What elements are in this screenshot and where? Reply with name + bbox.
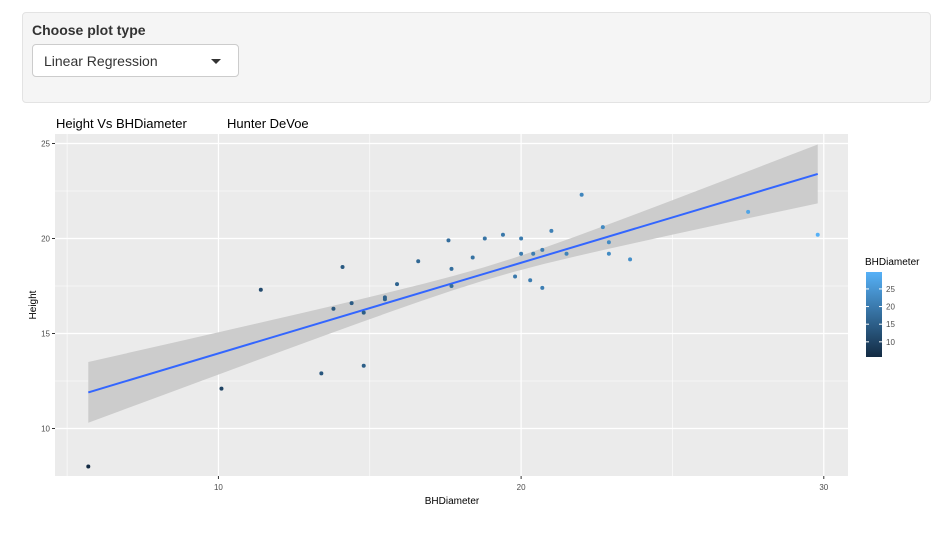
x-axis: 10 20 30	[214, 476, 829, 492]
data-point	[340, 265, 345, 269]
data-point	[395, 282, 400, 287]
data-point	[540, 247, 545, 252]
legend-colorbar	[866, 272, 882, 357]
data-point	[815, 232, 820, 237]
data-point	[513, 274, 518, 279]
y-tick-label: 20	[41, 235, 50, 244]
x-tick-label: 10	[214, 483, 223, 492]
y-tick-label: 25	[41, 140, 50, 149]
x-axis-label: BHDiameter	[425, 496, 480, 507]
data-point	[600, 225, 605, 230]
control-panel: Choose plot type Linear Regression	[22, 12, 931, 103]
color-legend: BHDiameter 10 15 20 25	[865, 257, 920, 357]
data-point	[416, 259, 421, 264]
legend-title: BHDiameter	[865, 257, 920, 268]
regression-line	[88, 172, 819, 394]
legend-tick-label: 25	[886, 285, 895, 294]
data-point	[564, 251, 569, 256]
y-axis: 10 15 20 25	[41, 140, 55, 434]
data-point	[331, 306, 336, 311]
data-point	[319, 371, 324, 376]
legend-tick-label: 15	[886, 320, 895, 329]
plot-type-selected-value: Linear Regression	[44, 53, 158, 69]
data-point	[528, 278, 533, 283]
data-point	[86, 464, 91, 469]
data-point	[361, 310, 366, 315]
chevron-down-icon[interactable]	[211, 59, 221, 64]
legend-tick-label: 20	[886, 303, 895, 312]
data-point	[519, 236, 524, 241]
data-point	[382, 295, 387, 300]
data-point	[219, 386, 224, 391]
data-point	[482, 236, 487, 241]
chart-subtitle: Hunter DeVoe	[227, 116, 309, 131]
data-point	[628, 257, 633, 262]
data-point	[531, 251, 536, 256]
data-point	[606, 240, 611, 245]
legend-ticks: 10 15 20 25	[866, 285, 895, 347]
x-tick-label: 30	[819, 483, 828, 492]
data-point	[449, 266, 454, 271]
x-tick-label: 20	[517, 483, 526, 492]
data-point	[540, 285, 545, 290]
y-tick-label: 10	[41, 425, 50, 434]
data-points	[86, 192, 820, 469]
data-point	[349, 301, 354, 306]
data-point	[549, 228, 554, 233]
data-point	[579, 192, 584, 197]
data-point	[606, 251, 611, 256]
data-point	[361, 363, 366, 368]
grid-major	[55, 134, 848, 476]
data-point	[519, 251, 524, 256]
plot-type-label: Choose plot type	[32, 22, 146, 38]
data-point	[500, 232, 505, 237]
data-point	[449, 284, 454, 288]
data-point	[746, 209, 751, 214]
chart-title: Height Vs BHDiameter	[56, 116, 187, 131]
legend-tick-label: 10	[886, 338, 895, 347]
y-axis-label: Height	[28, 290, 39, 319]
data-point	[446, 238, 451, 243]
data-point	[258, 287, 263, 292]
y-tick-label: 15	[41, 330, 50, 339]
plot-type-select[interactable]: Linear Regression	[32, 44, 239, 77]
data-point	[470, 255, 475, 260]
